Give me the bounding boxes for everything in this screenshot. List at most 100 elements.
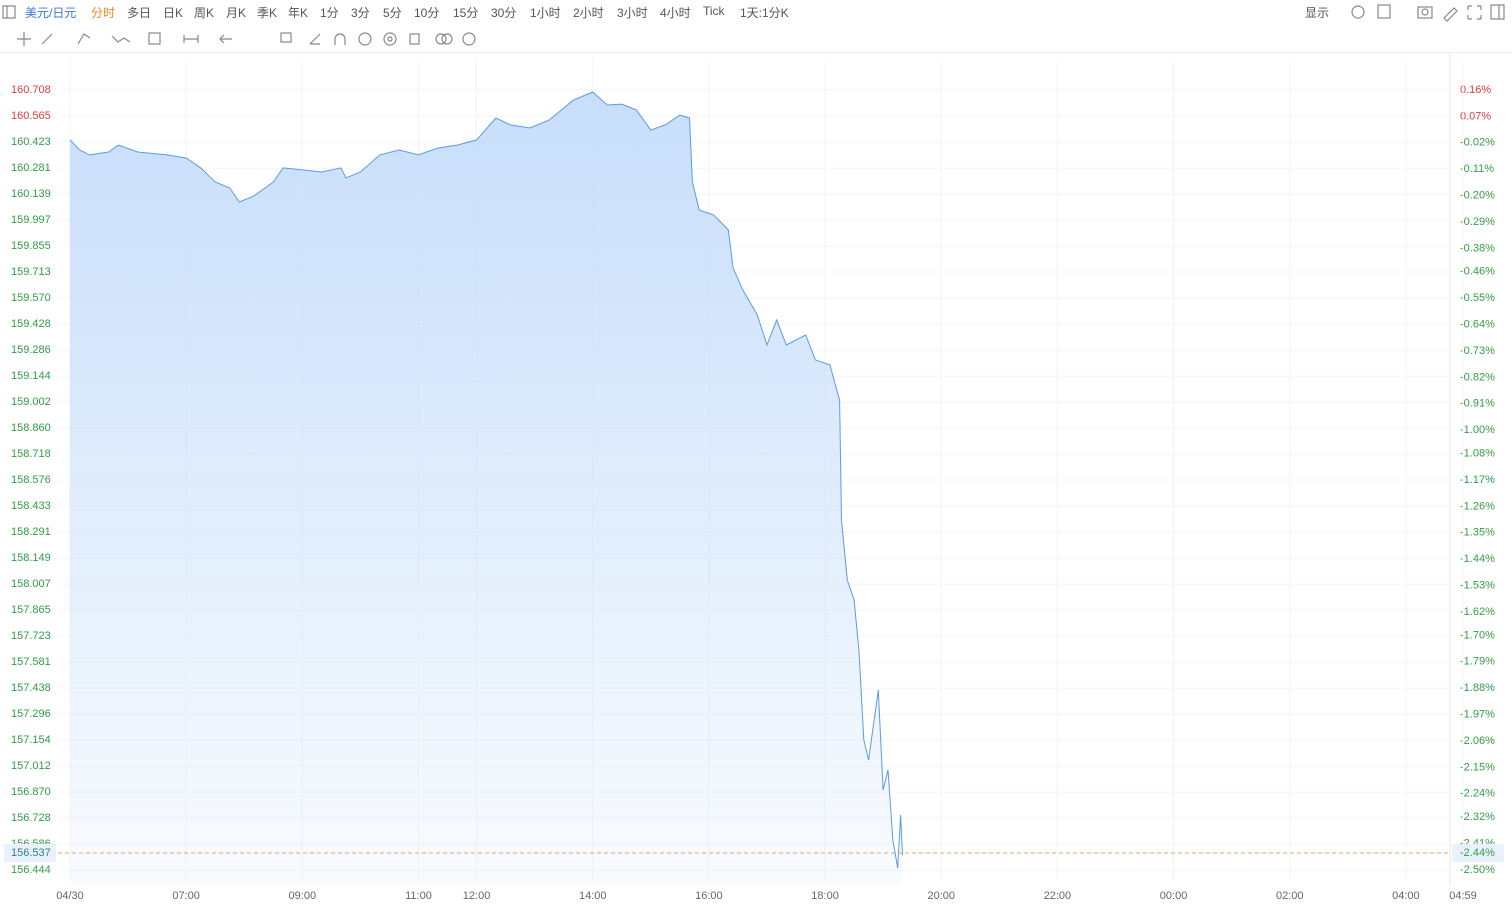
period-tab[interactable]: 1小时 [530, 6, 561, 20]
period-tab[interactable]: 年K [288, 6, 309, 20]
period-tab[interactable]: 多日 [127, 6, 152, 20]
y2-tick-label: -2.32% [1460, 811, 1495, 823]
y-tick-label: 158.291 [11, 526, 51, 538]
y2-tick-label: -0.55% [1460, 292, 1495, 304]
x-tick-label: 09:00 [289, 890, 317, 902]
y-tick-label: 159.144 [11, 370, 51, 382]
y2-tick-label: -1.97% [1460, 708, 1495, 720]
y-tick-label: 159.997 [11, 214, 51, 226]
price-line [69, 91, 903, 869]
y2-tick-label: -1.26% [1460, 500, 1495, 512]
period-tab[interactable]: 季K [257, 6, 278, 20]
last-change-box [1452, 843, 1504, 862]
last-price-label: 156.537 [11, 847, 51, 859]
x-tick-label: 22:00 [1044, 890, 1072, 902]
y-tick-label: 159.428 [11, 318, 51, 330]
toolbar-icons [2, 4, 1505, 52]
y-tick-label: 157.723 [11, 630, 51, 642]
y-tick-label: 157.865 [11, 604, 51, 616]
y2-tick-label: -1.08% [1460, 448, 1495, 460]
y-tick-label: 158.576 [11, 474, 51, 486]
period-tab[interactable]: 分时 [91, 6, 116, 20]
period-tab[interactable]: 1分 [320, 6, 339, 20]
y-tick-label: 159.286 [11, 344, 51, 356]
y2-tick-label: -2.24% [1460, 788, 1495, 800]
y2-tick-label: 0.16% [1460, 84, 1491, 96]
y2-tick-label: -0.11% [1460, 163, 1494, 175]
y2-tick-label: -0.82% [1460, 371, 1495, 383]
y-tick-label: 157.581 [11, 656, 51, 668]
display-menu[interactable]: 显示 [1305, 6, 1330, 20]
x-tick-label: 00:00 [1160, 890, 1188, 902]
y2-tick-label: -0.91% [1460, 398, 1495, 410]
period-tab[interactable]: 月K [226, 6, 247, 20]
x-tick-label: 07:00 [172, 890, 200, 902]
period-tab[interactable]: 15分 [453, 6, 479, 20]
y-tick-label: 157.296 [11, 708, 51, 720]
y-tick-label: 156.444 [11, 864, 51, 876]
y2-tick-label: -0.46% [1460, 266, 1495, 278]
period-tab[interactable]: 1天:1分K [740, 6, 789, 20]
y2-tick-label: -0.38% [1460, 242, 1495, 254]
y-tick-label: 158.718 [11, 448, 51, 460]
layout-icon[interactable] [2, 5, 16, 19]
y2-tick-label: -1.53% [1460, 579, 1495, 591]
x-tick-label: 12:00 [463, 890, 491, 902]
y2-tick-label: -1.35% [1460, 527, 1495, 539]
period-tab[interactable]: 周K [194, 6, 215, 20]
x-tick-label: 20:00 [927, 890, 955, 902]
last-price-box [4, 843, 56, 862]
y-tick-label: 156.728 [11, 812, 51, 824]
x-tick-label: 02:00 [1276, 890, 1304, 902]
y2-tick-label: -1.62% [1460, 606, 1495, 618]
draw-tools[interactable] [17, 4, 1505, 52]
y2-tick-label: -0.29% [1460, 216, 1495, 228]
y2-tick-label: -2.15% [1460, 761, 1495, 773]
y2-tick-label: -2.50% [1460, 864, 1495, 876]
y-tick-label: 158.433 [11, 500, 51, 512]
y-tick-label: 159.713 [11, 266, 51, 278]
y2-tick-label: -1.70% [1460, 629, 1495, 641]
y2-tick-label: -0.20% [1460, 189, 1495, 201]
symbol[interactable]: 美元/日元 [25, 6, 77, 20]
period-tab[interactable]: 3小时 [617, 6, 648, 20]
y2-tick-label: -0.02% [1460, 137, 1495, 149]
x-tick-label: 14:00 [579, 890, 607, 902]
period-tab[interactable]: 4小时 [660, 6, 691, 20]
y-tick-label: 160.565 [11, 110, 51, 122]
x-tick-label: 16:00 [695, 890, 723, 902]
last-change-label: -2.44% [1460, 847, 1495, 859]
y-tick-label: 157.438 [11, 682, 51, 694]
y-tick-label: 160.139 [11, 188, 51, 200]
x-tick-label: 04:00 [1392, 890, 1420, 902]
x-tick-label: 04:59 [1449, 890, 1477, 902]
y2-tick-label: -1.44% [1460, 553, 1495, 565]
y2-tick-label: -1.17% [1460, 474, 1495, 486]
period-tab[interactable]: 30分 [491, 6, 517, 20]
period-tab[interactable]: 5分 [383, 6, 402, 20]
y-tick-label: 160.708 [11, 84, 51, 96]
y2-tick-label: -0.64% [1460, 318, 1495, 330]
period-tab[interactable]: Tick [703, 4, 725, 18]
period-tab[interactable]: 2小时 [573, 6, 604, 20]
x-tick-label: 18:00 [811, 890, 839, 902]
y2-tick-label: -1.00% [1460, 424, 1495, 436]
y-tick-label: 159.002 [11, 396, 51, 408]
y-tick-label: 158.007 [11, 578, 51, 590]
y-tick-label: 157.154 [11, 734, 51, 746]
y-tick-label: 158.149 [11, 552, 51, 564]
y2-tick-label: -1.79% [1460, 656, 1495, 668]
y-tick-label: 159.570 [11, 292, 51, 304]
price-area [70, 92, 903, 885]
y-tick-label: 156.870 [11, 786, 51, 798]
y-tick-label: 159.855 [11, 240, 51, 252]
period-tab[interactable]: 3分 [351, 6, 370, 20]
y2-tick-label: -1.88% [1460, 682, 1495, 694]
period-tab[interactable]: 日K [163, 6, 184, 20]
x-tick-label: 11:00 [405, 890, 432, 902]
y2-tick-label: -0.73% [1460, 345, 1495, 357]
period-tab[interactable]: 10分 [414, 6, 440, 20]
toolbar: 美元/日元 分时 多日 日K 周K 月K 季K 年K 1分 3分 5分 10分 … [0, 0, 1512, 53]
y-tick-label: 160.281 [11, 162, 51, 174]
